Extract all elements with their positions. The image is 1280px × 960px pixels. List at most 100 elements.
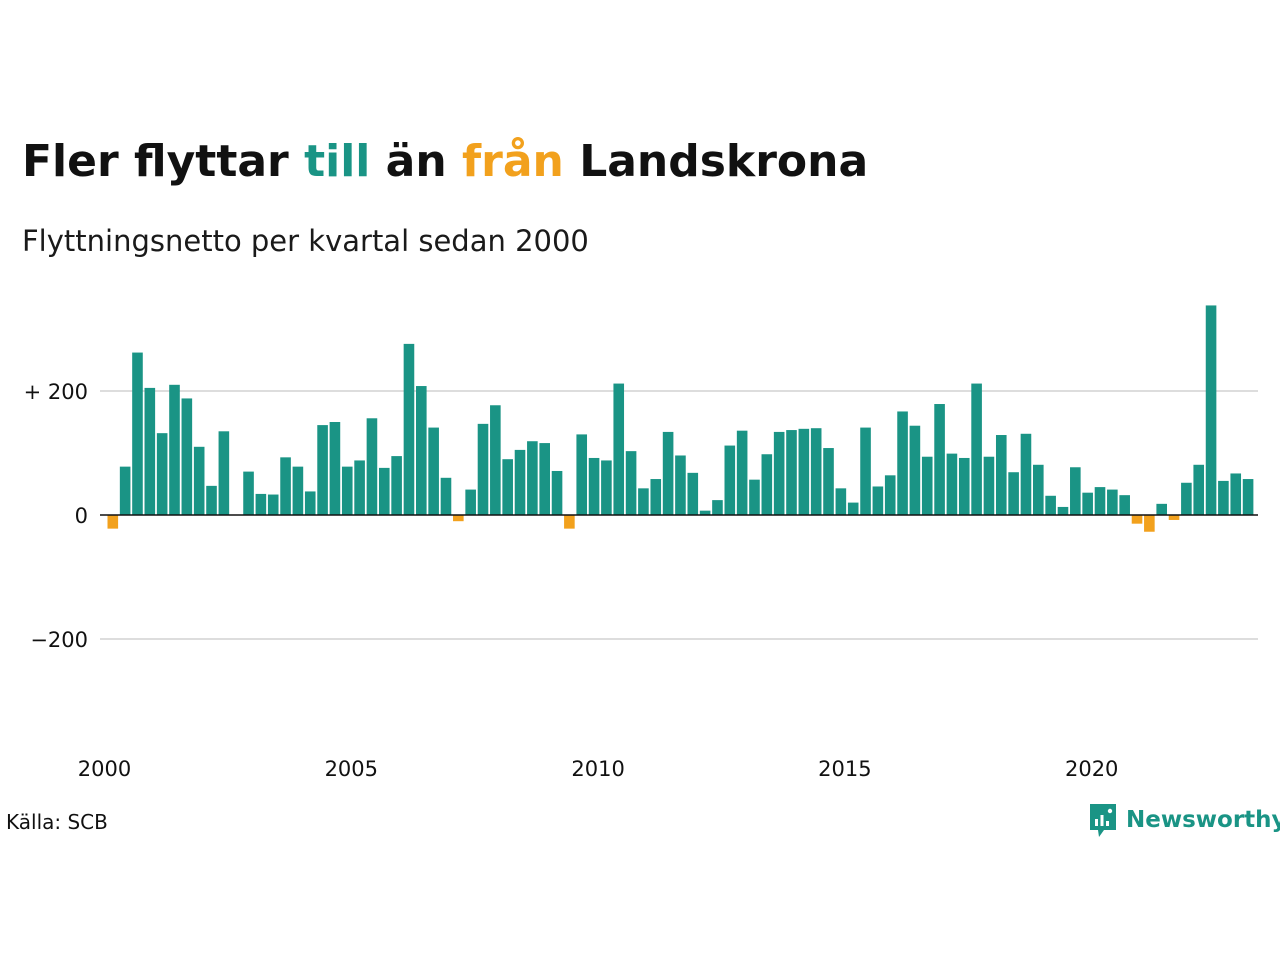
bar-86 [1168, 515, 1180, 520]
bar-58 [823, 448, 834, 515]
title-word-till: till [304, 136, 371, 187]
bar-46 [675, 455, 686, 515]
bar-50 [724, 445, 736, 515]
bar-34 [527, 441, 538, 515]
bar-49 [712, 500, 723, 515]
chart-title: Fler flyttar till än från Landskrona [22, 134, 868, 190]
title-part-1: Fler flyttar [22, 136, 305, 187]
bar-18 [329, 422, 341, 515]
source-note: Källa: SCB [6, 810, 108, 834]
bar-38 [576, 434, 588, 515]
bar-28 [453, 515, 464, 522]
title-word-fran: från [462, 136, 564, 187]
bar-91 [1230, 473, 1242, 515]
bar-71 [983, 456, 995, 515]
newsworthy-logo: Newsworthy [1088, 802, 1280, 838]
x-tick-label-2000: 2000 [78, 757, 131, 781]
bar-7 [193, 446, 205, 515]
bar-39 [588, 457, 600, 515]
bar-19 [341, 466, 353, 515]
bar-66 [921, 456, 933, 515]
bar-29 [465, 489, 476, 515]
bar-15 [292, 466, 304, 515]
bar-27 [440, 477, 452, 515]
bar-9 [218, 431, 230, 515]
bar-87 [1181, 482, 1192, 515]
bar-64 [897, 411, 908, 515]
bar-30 [477, 423, 489, 515]
bar-8 [206, 485, 217, 515]
bar-14 [280, 457, 291, 515]
bar-65 [909, 425, 921, 515]
bar-81 [1107, 489, 1118, 515]
bar-chart: + 200 0 −200 2000 2005 2010 2015 2020 [24, 305, 1258, 781]
bar-77 [1057, 506, 1069, 515]
bar-92 [1242, 479, 1254, 515]
bar-23 [391, 456, 402, 515]
bar-3 [144, 387, 156, 515]
bar-41 [613, 383, 625, 515]
bar-11 [243, 471, 254, 515]
x-tick-label-2015: 2015 [818, 757, 871, 781]
bar-63 [884, 475, 896, 515]
x-tick-label-2020: 2020 [1065, 757, 1118, 781]
bar-75 [1033, 464, 1044, 515]
bar-85 [1156, 503, 1167, 515]
bar-60 [847, 502, 859, 515]
bar-2 [132, 352, 143, 515]
bar-68 [946, 453, 958, 515]
bar-62 [872, 486, 884, 515]
bar-59 [835, 488, 847, 515]
bar-79 [1082, 492, 1093, 515]
bar-80 [1094, 487, 1106, 515]
x-axis-labels: 2000 2005 2010 2015 2020 [78, 757, 1119, 781]
bar-26 [428, 427, 439, 515]
x-tick-label-2005: 2005 [325, 757, 378, 781]
bar-37 [564, 515, 575, 529]
y-axis-labels: + 200 0 −200 [24, 380, 88, 652]
bar-67 [934, 404, 945, 515]
bar-53 [761, 454, 773, 515]
title-part-3: Landskrona [563, 136, 869, 187]
bar-57 [810, 428, 822, 515]
bar-70 [971, 383, 982, 515]
bar-54 [773, 431, 785, 515]
bar-6 [181, 398, 193, 515]
bar-35 [539, 443, 550, 515]
bar-31 [490, 405, 501, 515]
bar-78 [1070, 467, 1081, 515]
bar-40 [601, 460, 612, 515]
bar-88 [1193, 464, 1205, 515]
gridlines [100, 390, 1258, 640]
bar-4 [156, 433, 168, 515]
bar-74 [1020, 433, 1032, 515]
bar-42 [625, 451, 637, 515]
bar-33 [514, 449, 526, 515]
x-tick-label-2010: 2010 [571, 757, 624, 781]
bar-21 [366, 418, 378, 515]
chart-subtitle: Flyttningsnetto per kvartal sedan 2000 [22, 224, 589, 258]
bar-13 [267, 494, 279, 515]
bar-73 [1008, 472, 1019, 515]
bar-61 [860, 427, 871, 515]
bars [107, 305, 1254, 532]
bar-24 [403, 343, 415, 515]
logo-text: Newsworthy [1126, 807, 1280, 833]
bar-25 [416, 386, 427, 515]
bar-56 [798, 428, 810, 515]
bar-5 [169, 384, 180, 515]
y-tick-label-2: −200 [30, 628, 88, 652]
chart-bubble-icon [1090, 804, 1116, 837]
bar-32 [502, 459, 513, 515]
bar-44 [650, 479, 662, 515]
bar-36 [551, 470, 563, 515]
bar-43 [638, 488, 649, 515]
bar-51 [736, 430, 748, 515]
title-part-2: än [370, 136, 463, 187]
bar-90 [1218, 480, 1229, 515]
bar-17 [317, 425, 328, 515]
bar-69 [958, 457, 970, 515]
bar-20 [354, 460, 365, 515]
bar-89 [1205, 305, 1217, 515]
bar-52 [749, 479, 760, 515]
